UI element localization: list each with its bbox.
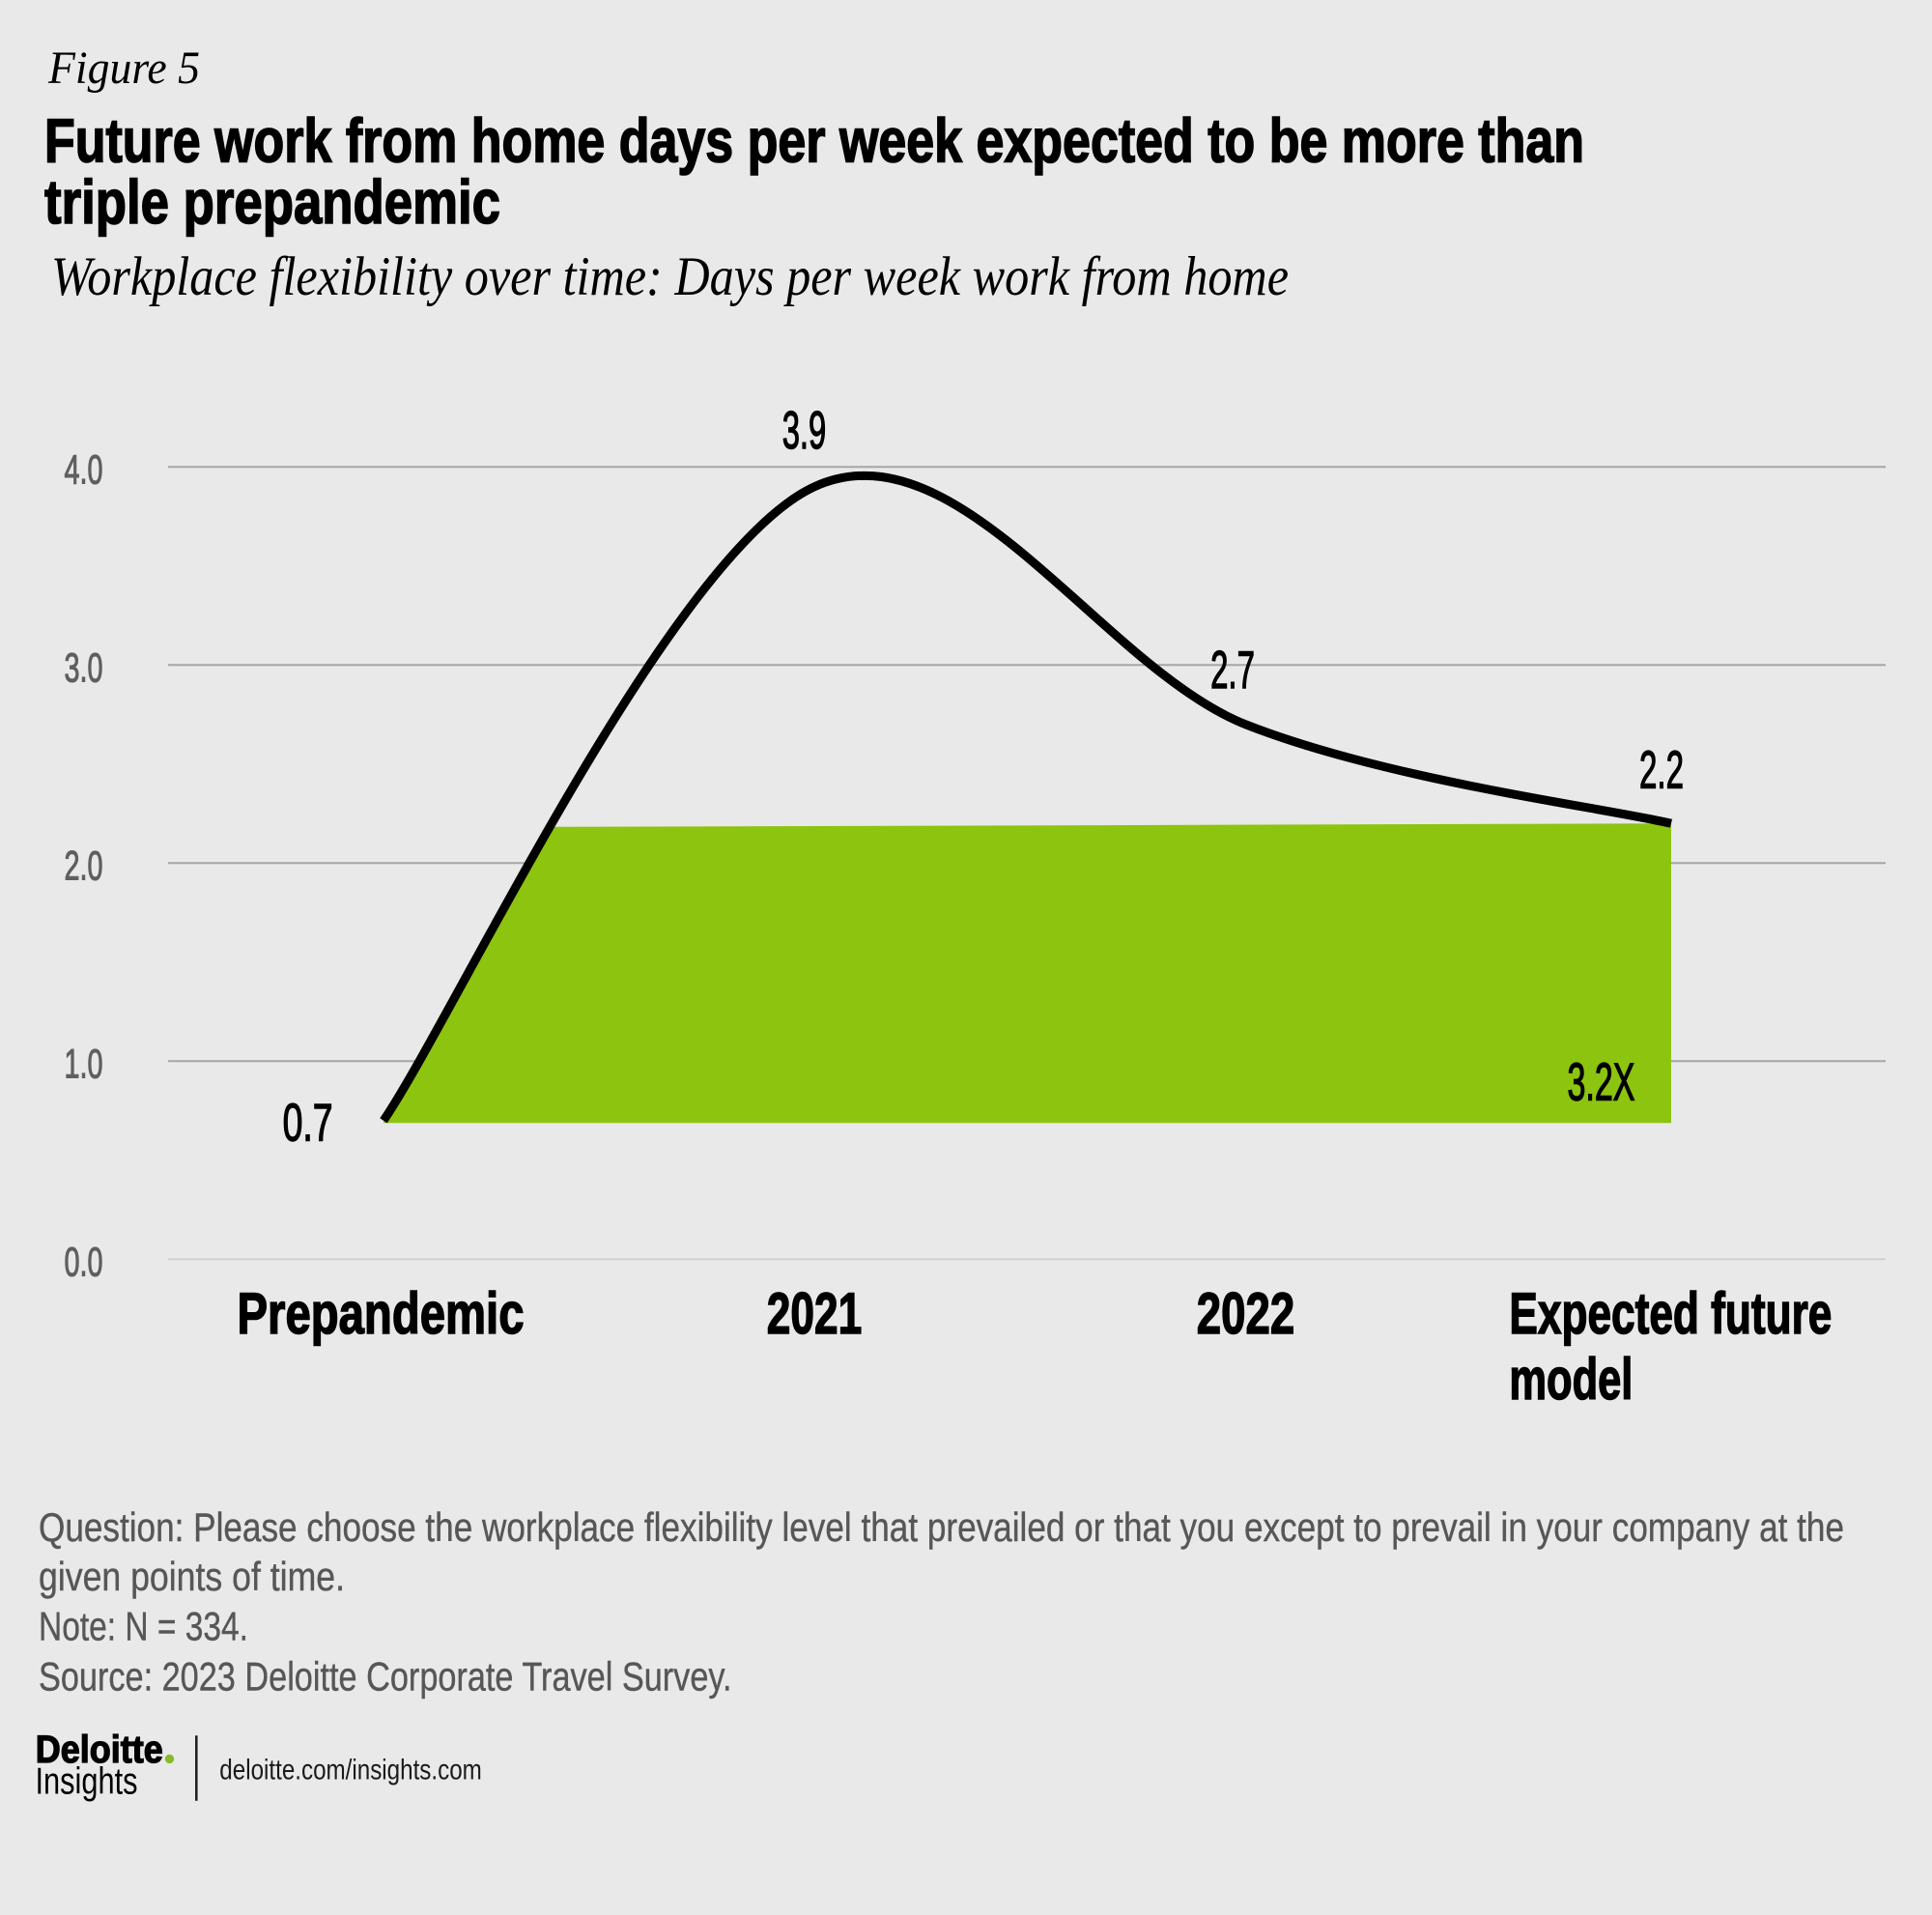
svg-text:Source: 2023 Deloitte Corporat: Source: 2023 Deloitte Corporate Travel S… — [39, 1654, 732, 1700]
svg-text:3.9: 3.9 — [782, 400, 827, 460]
svg-text:3.0: 3.0 — [65, 645, 103, 692]
svg-text:Insights: Insights — [36, 1760, 138, 1802]
svg-text:1.0: 1.0 — [65, 1042, 103, 1088]
svg-text:Question: Please choose the wo: Question: Please choose the workplace fl… — [39, 1504, 1844, 1550]
svg-text:Figure 5: Figure 5 — [47, 43, 200, 94]
svg-text:2.0: 2.0 — [65, 843, 103, 890]
svg-text:0.7: 0.7 — [283, 1092, 333, 1152]
svg-text:model: model — [1509, 1347, 1633, 1412]
svg-text:Note: N = 334.: Note: N = 334. — [39, 1604, 248, 1649]
svg-text:given points of time.: given points of time. — [39, 1554, 345, 1599]
svg-text:2.7: 2.7 — [1210, 640, 1255, 700]
svg-text:0.0: 0.0 — [65, 1240, 103, 1286]
svg-text:2022: 2022 — [1197, 1281, 1295, 1346]
svg-text:Expected future: Expected future — [1509, 1281, 1832, 1346]
svg-text:Future work from home days per: Future work from home days per week expe… — [44, 106, 1584, 176]
svg-text:4.0: 4.0 — [65, 447, 103, 494]
svg-text:triple prepandemic: triple prepandemic — [44, 167, 500, 237]
svg-text:Prepandemic: Prepandemic — [238, 1281, 525, 1346]
svg-text:deloitte.com/insights.com: deloitte.com/insights.com — [219, 1755, 482, 1786]
svg-text:3.2X: 3.2X — [1568, 1051, 1635, 1111]
svg-text:Deloitte: Deloitte — [36, 1729, 163, 1771]
svg-text:Workplace flexibility over tim: Workplace flexibility over time: Days pe… — [51, 246, 1289, 307]
svg-text:2.2: 2.2 — [1639, 740, 1684, 800]
svg-text:2021: 2021 — [767, 1281, 863, 1346]
